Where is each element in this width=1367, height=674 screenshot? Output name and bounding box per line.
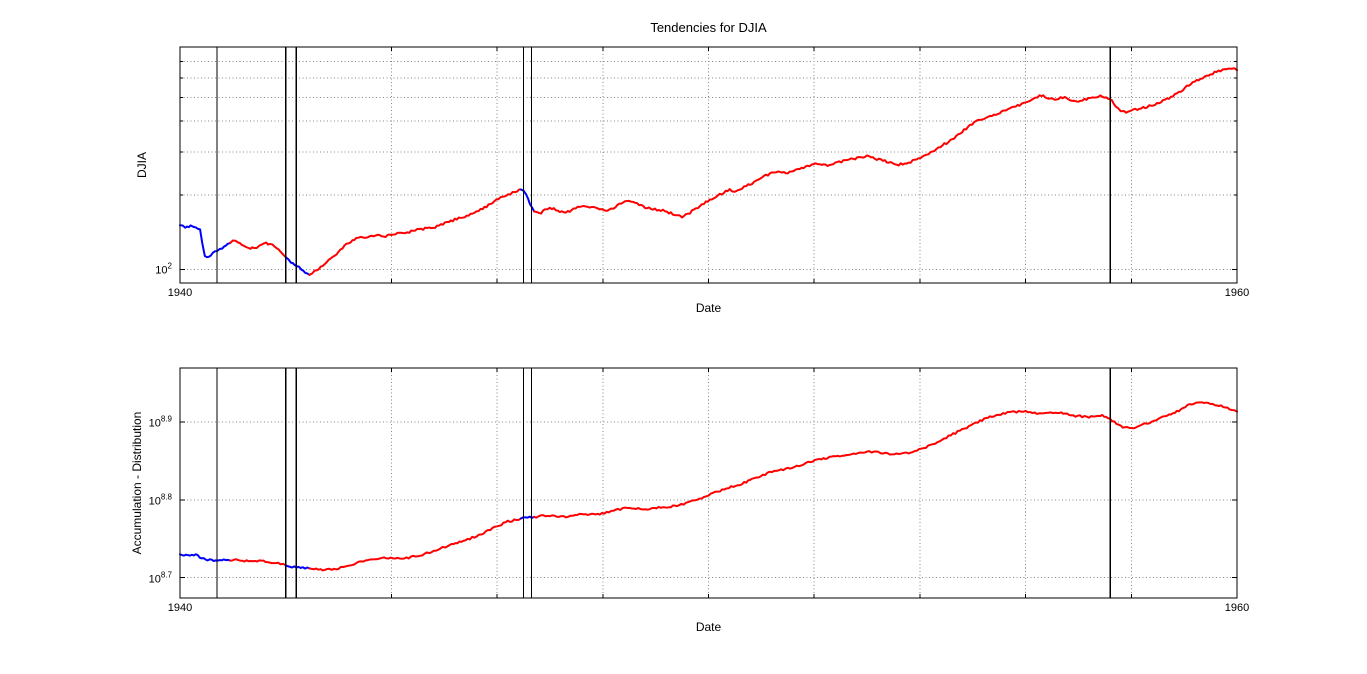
- chart1-ytick-100: 102: [110, 262, 172, 277]
- chart2-xtick-1960: 1960: [1224, 602, 1250, 614]
- ytick-base: 10: [148, 417, 161, 430]
- chart1-xtick-1940: 1940: [167, 287, 193, 299]
- chart1-xtick-1960: 1960: [1224, 287, 1250, 299]
- chart2-ytick-8-9: 108.9: [110, 415, 172, 430]
- chart2-ytick-8-8: 108.8: [110, 493, 172, 508]
- ytick-exponent: 2: [167, 261, 172, 271]
- ytick-exponent: 8.9: [160, 414, 172, 424]
- chart2-xtick-1940: 1940: [167, 602, 193, 614]
- ytick-exponent: 8.8: [160, 492, 172, 502]
- chart2-y-axis-label: Accumulation - Distribution: [130, 411, 144, 555]
- chart2-ytick-8-7: 108.7: [110, 571, 172, 586]
- ytick-base: 10: [148, 573, 161, 586]
- ytick-exponent: 8.7: [160, 570, 172, 580]
- chart1-y-axis-label: DJIA: [135, 151, 149, 179]
- ytick-base: 10: [148, 495, 161, 508]
- chart1-x-axis-label: Date: [695, 301, 722, 315]
- chart2-x-axis-label: Date: [695, 620, 722, 634]
- chart1-title: Tendencies for DJIA: [650, 20, 767, 35]
- ytick-base: 10: [155, 264, 168, 277]
